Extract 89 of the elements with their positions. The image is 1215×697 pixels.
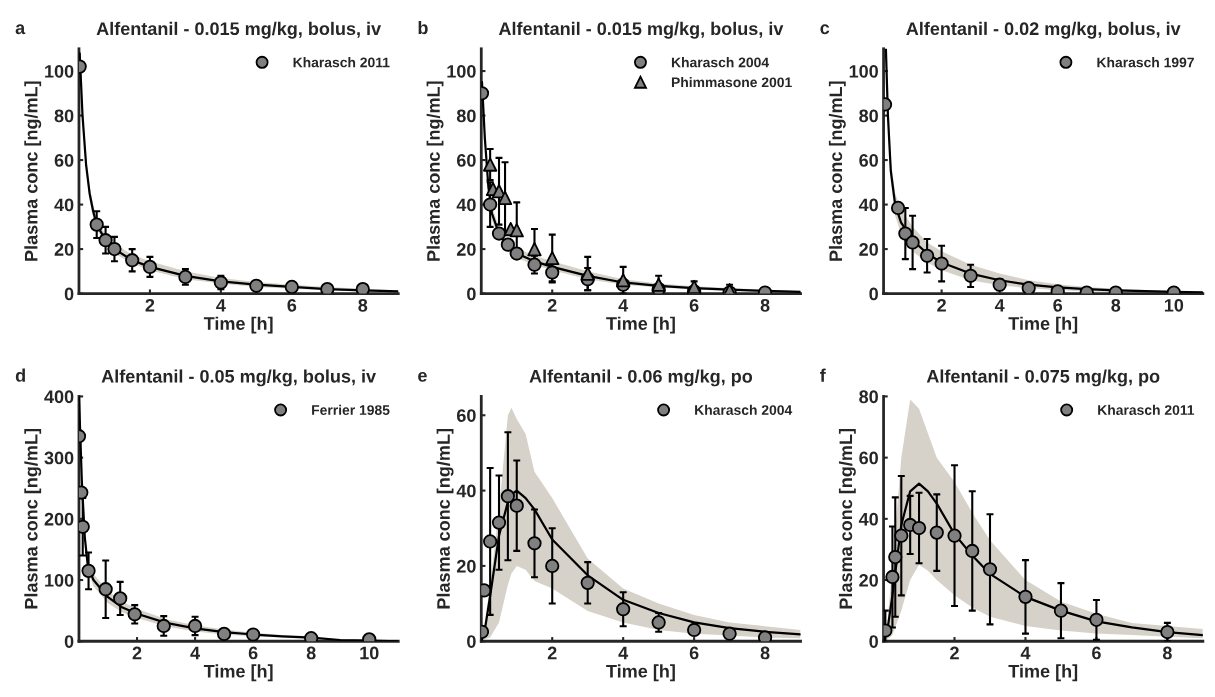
y-tick-label: 100: [45, 64, 74, 78]
y-tick-label: 20: [456, 559, 476, 573]
text: f: [820, 368, 826, 382]
legend-label: Kharasch 2004: [671, 57, 770, 68]
x-tick-label: 4: [1020, 646, 1031, 660]
chart-title: Alfentanil - 0.02 mg/kg, bolus, iv: [906, 21, 1181, 39]
y-tick-label: 60: [859, 154, 878, 167]
y-axis-title: Plasma conc [ng/mL]: [436, 429, 454, 609]
legend-label: Phimmasone 2001: [671, 77, 792, 88]
x-tick-label: 8: [1162, 646, 1172, 660]
y-tick-label: 0: [467, 287, 476, 301]
y-tick-label: 100: [45, 573, 74, 587]
x-axis-title: Time [h]: [1008, 316, 1078, 334]
y-tick-label: 40: [858, 512, 878, 526]
text: e: [418, 371, 427, 382]
y-tick-label: 0: [64, 635, 74, 648]
chart-title: Alfentanil - 0.015 mg/kg, bolus, iv: [96, 21, 382, 39]
y-tick-label: 80: [859, 109, 878, 123]
x-tick-label: 4: [618, 299, 629, 312]
x-tick-label: 6: [1092, 646, 1101, 660]
x-axis-title: Time [h]: [203, 316, 273, 334]
y-tick-label: 80: [859, 390, 878, 404]
x-tick-label: 2: [145, 298, 155, 312]
y-tick-label: 0: [467, 635, 476, 648]
legend-label: Kharasch 2011: [293, 57, 390, 68]
y-tick-label: 40: [456, 198, 476, 212]
text: b: [418, 20, 428, 35]
y-tick-label: 60: [456, 154, 476, 167]
x-tick-label: 8: [760, 298, 770, 312]
legend-label: Kharasch 2004: [695, 404, 793, 415]
y-tick-label: 60: [54, 154, 74, 167]
x-axis-title: Time [h]: [606, 316, 675, 334]
text: c: [820, 24, 830, 35]
y-tick-label: 0: [869, 287, 878, 301]
y-tick-label: 400: [44, 390, 74, 404]
y-tick-label: 100: [447, 64, 476, 78]
y-tick-label: 40: [456, 484, 476, 498]
y-axis-title: Plasma conc [ng/mL]: [24, 429, 42, 609]
y-tick-label: 60: [456, 409, 476, 422]
x-tick-label: 2: [547, 298, 557, 312]
y-tick-label: 40: [858, 198, 878, 212]
y-axis-title: Plasma conc [ng/mL]: [828, 81, 846, 261]
chart-title: Alfentanil - 0.06 mg/kg, po: [529, 369, 753, 387]
x-tick-label: 4: [216, 299, 226, 312]
x-tick-label: 4: [618, 646, 629, 660]
x-tick-label: 6: [689, 298, 699, 312]
y-tick-label: 0: [869, 635, 878, 648]
x-tick-label: 6: [248, 646, 258, 660]
legend-label: Kharasch 2011: [1098, 404, 1195, 415]
x-tick-label: 10: [360, 646, 379, 660]
legend-label: Ferrier 1985: [312, 404, 390, 415]
y-axis-title: Plasma conc [ng/mL]: [426, 81, 444, 261]
y-tick-label: 300: [44, 451, 74, 465]
y-tick-label: 20: [859, 573, 878, 587]
x-tick-label: 2: [547, 646, 557, 660]
y-tick-label: 200: [44, 512, 74, 526]
x-tick-label: 8: [358, 298, 368, 312]
text: a: [15, 24, 26, 35]
legend-label: Kharasch 1997: [1097, 57, 1194, 68]
x-tick-label: 2: [937, 298, 946, 312]
x-tick-label: 8: [1111, 298, 1121, 312]
y-tick-label: 60: [859, 451, 878, 465]
x-tick-label: 6: [1053, 298, 1063, 312]
x-axis-title: Time [h]: [1008, 664, 1078, 682]
y-tick-label: 40: [54, 198, 74, 212]
x-tick-label: 2: [950, 646, 959, 660]
x-tick-label: 4: [190, 646, 200, 660]
y-axis-title: Plasma conc [ng/mL]: [24, 81, 42, 261]
x-tick-label: 6: [689, 646, 699, 660]
y-tick-label: 100: [849, 64, 878, 78]
y-axis-title: Plasma conc [ng/mL]: [838, 429, 856, 609]
y-tick-label: 20: [859, 243, 878, 256]
y-tick-label: 20: [456, 243, 476, 256]
y-tick-label: 80: [456, 109, 476, 123]
x-tick-label: 4: [994, 299, 1005, 312]
x-tick-label: 2: [132, 646, 142, 660]
chart-title: Alfentanil - 0.075 mg/kg, po: [926, 369, 1160, 387]
y-tick-label: 80: [54, 109, 74, 123]
y-tick-label: 20: [54, 243, 74, 256]
chart-title: Alfentanil - 0.015 mg/kg, bolus, iv: [498, 21, 784, 39]
x-tick-label: 6: [287, 298, 297, 312]
x-axis-title: Time [h]: [606, 664, 675, 682]
text: d: [15, 368, 25, 382]
x-tick-label: 8: [760, 646, 770, 660]
x-axis-title: Time [h]: [203, 664, 273, 682]
chart-title: Alfentanil - 0.05 mg/kg, bolus, iv: [101, 369, 376, 387]
x-tick-label: 10: [1164, 298, 1184, 312]
x-tick-label: 8: [306, 646, 316, 660]
y-tick-label: 0: [64, 287, 74, 301]
